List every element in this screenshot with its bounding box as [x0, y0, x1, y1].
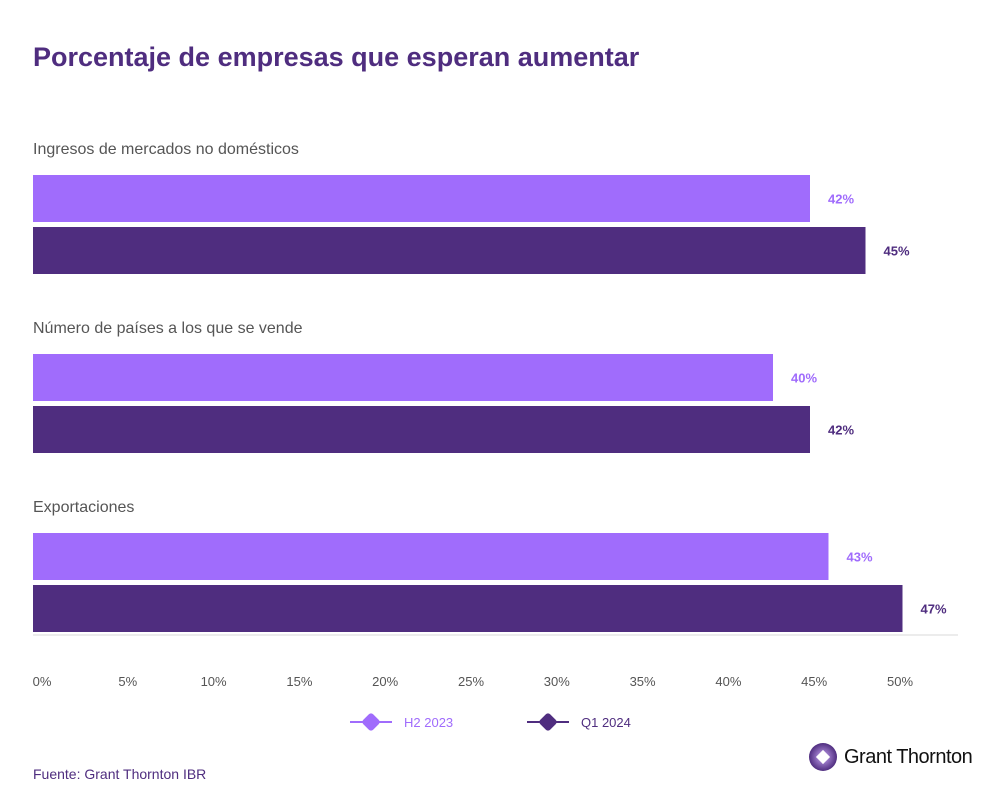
data-label: 42%	[828, 423, 854, 438]
x-tick-label: 25%	[458, 674, 484, 689]
x-tick-label: 15%	[286, 674, 312, 689]
x-tick-label: 30%	[544, 674, 570, 689]
bar	[33, 533, 829, 580]
chart-title: Porcentaje de empresas que esperan aumen…	[33, 42, 640, 72]
category-label: Número de países a los que se vende	[33, 320, 303, 337]
data-label: 43%	[847, 550, 873, 565]
data-label: 45%	[884, 244, 910, 259]
grant-thornton-logo: Grant Thornton	[808, 742, 973, 772]
x-tick-label: 50%	[887, 674, 913, 689]
x-tick-label: 0%	[33, 674, 52, 689]
logo-icon	[809, 743, 837, 771]
x-tick-label: 45%	[801, 674, 827, 689]
legend-diamond-icon	[362, 713, 380, 731]
x-tick-label: 10%	[201, 674, 227, 689]
x-tick-label: 35%	[630, 674, 656, 689]
data-label: 40%	[791, 371, 817, 386]
category-label: Ingresos de mercados no domésticos	[33, 141, 299, 158]
data-label: 47%	[921, 602, 947, 617]
data-label: 42%	[828, 192, 854, 207]
logo-text: Grant Thornton	[844, 745, 973, 768]
source-note: Fuente: Grant Thornton IBR	[33, 766, 207, 782]
bar	[33, 354, 773, 401]
legend-diamond-icon	[539, 713, 557, 731]
legend-label: H2 2023	[404, 715, 453, 730]
bar	[33, 227, 866, 274]
x-tick-label: 20%	[372, 674, 398, 689]
bar-chart: Ingresos de mercados no domésticos 42% 45%…	[33, 141, 958, 731]
x-tick-label: 40%	[715, 674, 741, 689]
bar	[33, 406, 810, 453]
category-label: Exportaciones	[33, 499, 134, 516]
bar	[33, 585, 903, 632]
bar	[33, 175, 810, 222]
legend-label: Q1 2024	[581, 715, 631, 730]
x-tick-label: 5%	[118, 674, 137, 689]
